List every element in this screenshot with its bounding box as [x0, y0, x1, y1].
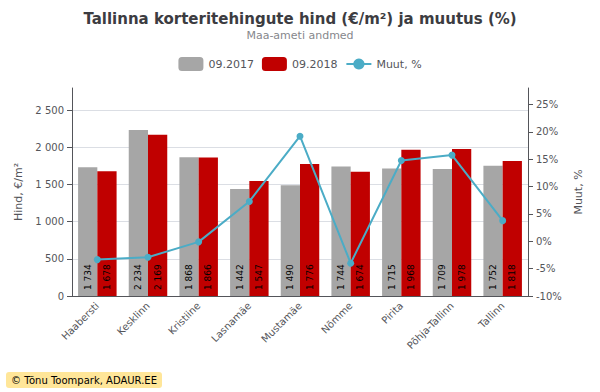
svg-text:Hind, €/m²: Hind, €/m² [12, 163, 25, 221]
svg-text:5%: 5% [536, 208, 552, 219]
svg-text:Tallinn: Tallinn [476, 300, 507, 331]
svg-text:1 734: 1 734 [83, 264, 93, 290]
svg-text:2 169: 2 169 [153, 264, 163, 290]
svg-text:Põhja-Tallinn: Põhja-Tallinn [405, 300, 456, 351]
svg-text:Maa-ameti andmed: Maa-ameti andmed [246, 29, 353, 42]
svg-text:Lasnamäe: Lasnamäe [209, 300, 253, 344]
svg-text:Nõmme: Nõmme [319, 300, 354, 335]
svg-text:1 744: 1 744 [336, 264, 346, 290]
svg-text:1 752: 1 752 [488, 264, 498, 290]
svg-text:09.2018: 09.2018 [292, 58, 338, 71]
svg-text:Kesklinn: Kesklinn [115, 300, 152, 337]
svg-text:09.2017: 09.2017 [208, 58, 254, 71]
svg-text:1 500: 1 500 [35, 179, 64, 190]
svg-text:2 000: 2 000 [35, 142, 64, 153]
svg-text:1 776: 1 776 [305, 264, 315, 290]
svg-text:Pirita: Pirita [379, 300, 405, 326]
svg-text:10%: 10% [536, 181, 558, 192]
svg-text:1 674: 1 674 [355, 264, 365, 290]
svg-text:1 547: 1 547 [254, 264, 264, 290]
svg-text:1 678: 1 678 [102, 264, 112, 290]
svg-text:Kristiine: Kristiine [166, 300, 202, 336]
svg-text:1 000: 1 000 [35, 216, 64, 227]
svg-text:Tallinna korteritehingute hind: Tallinna korteritehingute hind (€/m²) ja… [83, 10, 516, 28]
svg-text:Mustamäe: Mustamäe [259, 300, 304, 345]
svg-text:Muut, %: Muut, % [376, 58, 421, 71]
svg-text:20%: 20% [536, 126, 558, 137]
svg-text:500: 500 [45, 253, 64, 264]
svg-text:1 818: 1 818 [507, 264, 517, 290]
svg-text:1 490: 1 490 [285, 264, 295, 290]
svg-text:15%: 15% [536, 154, 558, 165]
svg-text:-10%: -10% [536, 291, 562, 302]
svg-text:0%: 0% [536, 236, 552, 247]
svg-text:25%: 25% [536, 99, 558, 110]
svg-text:1 715: 1 715 [387, 264, 397, 290]
svg-text:1 968: 1 968 [406, 264, 416, 290]
svg-text:© Tõnu Toompark, ADAUR.EE: © Tõnu Toompark, ADAUR.EE [11, 375, 157, 386]
svg-text:2 500: 2 500 [35, 105, 64, 116]
svg-text:-5%: -5% [536, 263, 555, 274]
svg-text:1 978: 1 978 [457, 264, 467, 290]
svg-text:Haabersti: Haabersti [59, 300, 101, 342]
svg-text:Muut, %: Muut, % [572, 169, 585, 214]
svg-text:1 442: 1 442 [235, 264, 245, 290]
svg-text:1 866: 1 866 [203, 264, 213, 290]
svg-text:1 709: 1 709 [437, 264, 447, 290]
svg-text:2 234: 2 234 [133, 264, 143, 290]
svg-text:1 868: 1 868 [184, 264, 194, 290]
svg-text:0: 0 [58, 291, 64, 302]
